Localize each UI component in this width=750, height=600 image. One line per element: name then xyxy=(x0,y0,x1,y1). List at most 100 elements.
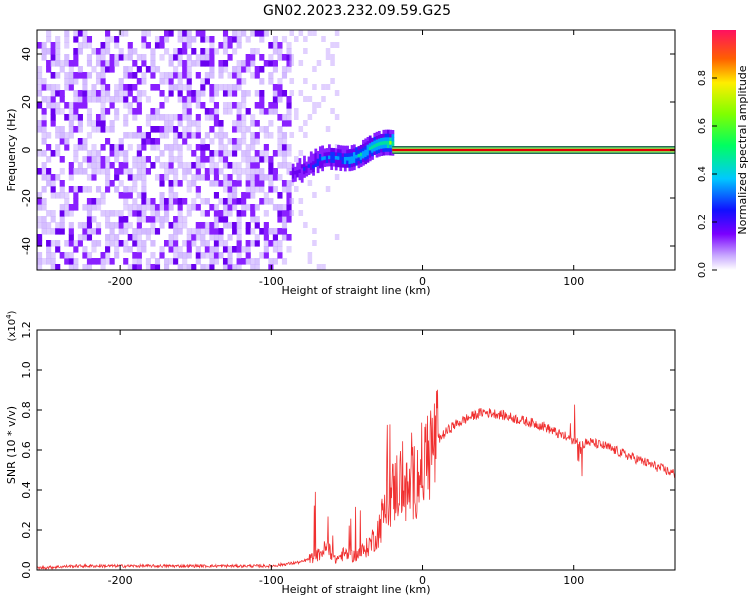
heatmap-cell xyxy=(259,228,265,235)
heatmap-cell xyxy=(182,222,188,229)
heatmap-cell xyxy=(41,108,47,115)
heatmap-cell xyxy=(357,160,361,165)
heatmap-cell xyxy=(91,198,97,205)
heatmap-cell xyxy=(191,90,197,97)
snr-y-multiplier: (x104) xyxy=(5,310,18,341)
heatmap-cell xyxy=(118,192,124,199)
heatmap-cell xyxy=(50,90,56,97)
heatmap-cell xyxy=(227,138,233,145)
heatmap-cell xyxy=(323,162,327,167)
heatmap-cell xyxy=(364,156,368,161)
heatmap-cell xyxy=(68,258,74,265)
heatmap-cell xyxy=(141,210,147,217)
heatmap-cell xyxy=(204,198,210,205)
heatmap-cell xyxy=(118,216,124,223)
heatmap-cell xyxy=(286,198,292,205)
heatmap-cell xyxy=(263,132,269,139)
heatmap-cell xyxy=(77,72,83,79)
heatmap-cell xyxy=(250,264,256,270)
heatmap-cell xyxy=(380,141,383,146)
heatmap-cell xyxy=(55,72,61,79)
heatmap-cell xyxy=(316,102,322,108)
heatmap-cell xyxy=(41,78,47,85)
heatmap-cell xyxy=(95,168,102,175)
heatmap-cell xyxy=(222,216,229,223)
heatmap-cell xyxy=(312,192,317,198)
heatmap-cell xyxy=(357,156,361,162)
heatmap-cell xyxy=(277,114,283,121)
heatmap-cell xyxy=(154,144,161,151)
heatmap-cell xyxy=(37,102,43,109)
heatmap-cell xyxy=(195,186,201,193)
heatmap-cell xyxy=(218,66,224,73)
heatmap-cell xyxy=(209,264,215,270)
heatmap-cell xyxy=(168,90,174,97)
heatmap-cell xyxy=(286,204,292,211)
heatmap-cell xyxy=(232,48,238,55)
heatmap-cell xyxy=(241,90,247,97)
heatmap-cell xyxy=(268,168,274,175)
heatmap-cell xyxy=(154,174,161,181)
heatmap-cell xyxy=(259,150,265,157)
heatmap-cell xyxy=(118,138,124,145)
heatmap-cell xyxy=(37,222,43,229)
heatmap-cell xyxy=(37,216,43,223)
heatmap-cell xyxy=(73,36,79,43)
heatmap-cell xyxy=(371,141,374,146)
heatmap-cell xyxy=(77,234,83,241)
heatmap-cell xyxy=(286,246,292,253)
heatmap-cell xyxy=(272,36,278,43)
heatmap-cell xyxy=(173,114,179,121)
heatmap-cell xyxy=(375,135,379,140)
heatmap-cell xyxy=(389,140,393,145)
heatmap-cell xyxy=(328,158,331,163)
heatmap-cell xyxy=(330,151,334,156)
heatmap-cell xyxy=(296,162,300,167)
heatmap-cell xyxy=(296,169,300,174)
heatmap-cell xyxy=(272,234,278,241)
heatmap-cell xyxy=(359,159,363,164)
heatmap-cell xyxy=(195,192,201,199)
heatmap-cell xyxy=(268,132,274,139)
heatmap-cell xyxy=(191,132,197,139)
tone-band-core xyxy=(392,148,675,152)
heatmap-cell xyxy=(281,144,288,151)
heatmap-cell xyxy=(105,252,111,259)
heatmap-cell xyxy=(330,54,335,60)
heatmap-cell xyxy=(186,84,192,91)
heatmap-cell xyxy=(330,108,335,114)
heatmap-cell xyxy=(114,186,120,193)
heatmap-cell xyxy=(236,84,242,91)
heatmap-cell xyxy=(348,156,352,161)
heatmap-cell xyxy=(222,42,229,49)
heatmap-cell xyxy=(382,147,386,152)
heatmap-cell xyxy=(73,114,79,121)
heatmap-cell xyxy=(209,234,215,241)
heatmap-cell xyxy=(339,159,343,164)
heatmap-cell xyxy=(227,102,233,109)
heatmap-cell xyxy=(272,102,278,109)
heatmap-cell xyxy=(37,42,43,49)
heatmap-cell xyxy=(323,155,327,160)
heatmap-cell xyxy=(200,198,206,205)
heatmap-cell xyxy=(272,66,278,73)
heatmap-cell xyxy=(389,129,393,134)
heatmap-cell xyxy=(37,66,43,73)
heatmap-cell xyxy=(272,240,278,247)
heatmap-cell xyxy=(73,204,79,211)
heatmap-cell xyxy=(37,198,43,205)
heatmap-cell xyxy=(268,258,274,265)
heatmap-cell xyxy=(109,126,115,133)
heatmap-cell xyxy=(309,158,313,163)
heatmap-cell xyxy=(182,174,188,181)
heatmap-cell xyxy=(77,126,83,133)
heatmap-cell xyxy=(222,132,229,139)
heatmap-cell xyxy=(173,222,179,229)
heatmap-cell xyxy=(82,144,88,151)
heatmap-cell xyxy=(159,252,165,259)
heatmap-cell xyxy=(359,152,363,157)
heatmap-cell xyxy=(386,144,390,149)
heatmap-cell xyxy=(236,144,242,151)
heatmap-cell xyxy=(55,192,61,199)
heatmap-cell xyxy=(95,228,102,235)
